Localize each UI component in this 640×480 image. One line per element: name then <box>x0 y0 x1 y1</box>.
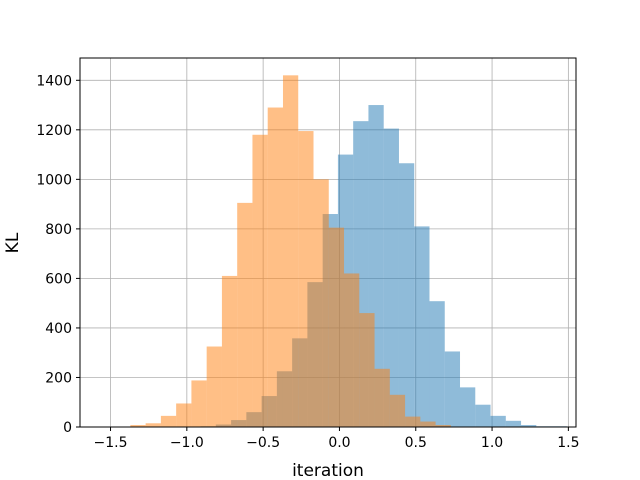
histogram-bar <box>505 420 522 427</box>
histogram-bar <box>252 134 268 428</box>
x-ticks: −1.5 −1.0 −0.5 0.0 0.5 1.0 1.5 <box>94 427 580 451</box>
x-tick-label: 1.5 <box>557 435 579 451</box>
x-tick-label: −1.0 <box>170 435 204 451</box>
histogram-bar <box>206 346 222 427</box>
histogram-bar <box>267 107 283 427</box>
histogram-bar <box>237 202 253 427</box>
histogram-bar <box>344 273 360 427</box>
histogram-bar <box>359 313 375 427</box>
histogram-bar <box>221 275 238 427</box>
histogram-bar <box>398 163 415 427</box>
histogram-bar <box>383 128 399 427</box>
histogram-bar <box>176 403 192 427</box>
y-tick-label: 200 <box>45 370 72 386</box>
histogram-bar <box>490 415 506 427</box>
histogram-bar <box>282 75 299 427</box>
series-1 <box>130 75 451 428</box>
y-tick-label: 800 <box>45 222 72 238</box>
histogram-bar <box>444 351 461 427</box>
histogram-bar <box>475 404 491 427</box>
x-axis-label: iteration <box>292 461 364 480</box>
y-tick-label: 1000 <box>36 172 72 188</box>
x-tick-label: −0.5 <box>246 435 280 451</box>
histogram-bar <box>160 415 177 427</box>
histogram-bar <box>191 380 207 427</box>
histogram-bar <box>460 387 476 427</box>
histogram-bar <box>298 131 314 427</box>
y-axis-label: KL <box>3 232 23 253</box>
bars <box>130 75 567 428</box>
histogram-bar <box>429 301 445 427</box>
histogram-bar <box>405 416 421 427</box>
plot-frame <box>79 57 577 428</box>
histogram-bar <box>420 421 436 427</box>
histogram-bar <box>374 368 390 427</box>
x-tick-label: 0.5 <box>405 435 427 451</box>
histogram-bar <box>145 423 161 427</box>
x-tick-label: 1.0 <box>481 435 503 451</box>
y-tick-label: 600 <box>45 271 72 287</box>
histogram-bar <box>130 425 146 427</box>
x-tick-label: −1.5 <box>94 435 128 451</box>
x-tick-label: 0.0 <box>328 435 350 451</box>
histogram-bar <box>328 227 345 427</box>
histogram-bar <box>389 394 406 427</box>
histogram-bar <box>313 179 329 427</box>
y-tick-label: 1200 <box>36 123 72 139</box>
y-tick-label: 400 <box>45 321 72 337</box>
histogram-bar <box>414 226 430 427</box>
y-tick-label: 0 <box>63 420 72 436</box>
histogram-bar <box>521 425 537 427</box>
y-ticks: 0 200 400 600 800 1000 1200 1400 <box>36 73 80 436</box>
histogram-bar <box>435 425 451 427</box>
y-tick-label: 1400 <box>36 73 72 89</box>
